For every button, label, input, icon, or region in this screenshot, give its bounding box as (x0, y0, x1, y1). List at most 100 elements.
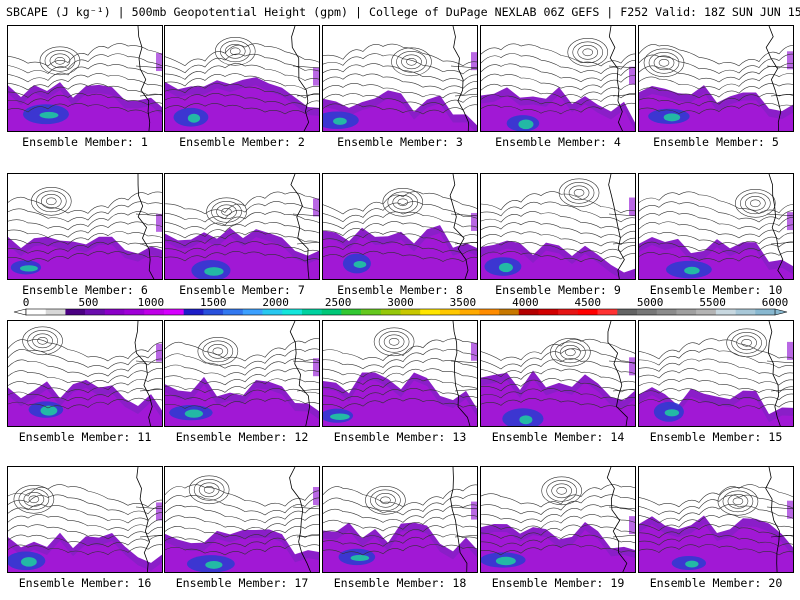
height-contour (481, 211, 635, 231)
colorbar-tick-label: 1500 (200, 297, 227, 309)
coastline (608, 26, 623, 131)
height-contour (8, 534, 162, 548)
land-cape (156, 53, 162, 72)
colorbar-swatch (262, 309, 283, 315)
map-canvas (8, 321, 162, 426)
height-contour (639, 44, 793, 67)
ensemble-map-16 (7, 466, 163, 573)
map-canvas (165, 26, 319, 131)
height-contour (639, 93, 793, 107)
land-cape (787, 500, 793, 519)
height-contour (8, 358, 162, 377)
borders (135, 360, 162, 392)
ensemble-map-7 (164, 173, 320, 280)
coastline (290, 174, 310, 279)
height-contour (481, 534, 635, 548)
height-contour (165, 348, 319, 369)
low-contour (401, 54, 422, 70)
land-cape (471, 501, 477, 520)
land-cape (313, 198, 319, 217)
colorbar-swatch (735, 309, 756, 315)
ensemble-map-14 (480, 320, 636, 427)
low-contour (380, 496, 391, 505)
colorbar-tick-label: 3000 (387, 297, 414, 309)
low-contour (54, 56, 66, 65)
borders (450, 213, 477, 245)
height-contour (8, 524, 162, 540)
ensemble-member-label: Ensemble Member: 18 (333, 576, 467, 590)
cape-peak (685, 560, 699, 568)
land-cape (471, 342, 477, 361)
height-contour (323, 368, 477, 385)
low-contour (750, 199, 761, 208)
height-contour (165, 397, 319, 410)
low-contour (365, 485, 406, 515)
height-contour (639, 201, 793, 223)
height-contour (8, 211, 162, 231)
coastline (765, 26, 782, 131)
cape-shading-strong (323, 380, 477, 426)
map-canvas (165, 467, 319, 572)
coastline (607, 321, 628, 426)
low-contour (202, 340, 234, 363)
height-contour (8, 231, 162, 247)
land-cape (629, 197, 635, 216)
borders (135, 213, 162, 245)
colorbar-swatch (242, 309, 263, 315)
height-contour (481, 484, 635, 508)
low-contour (541, 476, 582, 506)
borders (135, 506, 162, 538)
low-contour (18, 488, 50, 511)
height-contour (323, 231, 477, 247)
colorbar-swatch (124, 309, 145, 315)
ensemble-map-2 (164, 25, 320, 132)
ensemble-map-3 (322, 25, 478, 132)
low-contour (207, 343, 229, 359)
height-contour (165, 191, 319, 215)
colorbar-tick-label: 4500 (575, 297, 602, 309)
low-contour (40, 193, 62, 209)
colorbar-tick-label: 500 (78, 297, 98, 309)
height-contour (323, 378, 477, 394)
height-contour (639, 378, 793, 393)
ensemble-member-label: Ensemble Member: 4 (495, 135, 621, 149)
ensemble-member-label: Ensemble Member: 6 (22, 283, 148, 297)
ensemble-member-label: Ensemble Member: 10 (649, 283, 783, 297)
low-contour (378, 330, 410, 353)
low-contour (375, 492, 396, 508)
coastline (765, 467, 780, 572)
ensemble-member-label: Ensemble Member: 20 (649, 576, 783, 590)
low-contour (224, 43, 246, 59)
height-contour (323, 338, 477, 361)
height-contour (323, 504, 477, 523)
ensemble-member-label: Ensemble Member: 7 (179, 283, 305, 297)
height-contour (323, 524, 477, 540)
low-contour (741, 338, 752, 347)
land-cape (787, 212, 793, 231)
cape-peak (350, 554, 370, 562)
colorbar-swatch (715, 309, 736, 315)
cape-peak (664, 409, 680, 417)
colorbar-swatch (104, 309, 125, 315)
map-canvas (481, 467, 635, 572)
ensemble-map-20 (638, 466, 794, 573)
land-cape (156, 502, 162, 521)
low-contour (382, 187, 424, 217)
height-contour (165, 250, 319, 262)
height-contour (323, 398, 477, 409)
map-canvas (165, 174, 319, 279)
borders (608, 213, 635, 245)
colorbar-swatch (321, 309, 342, 315)
low-contour (391, 47, 432, 77)
height-contour (481, 543, 635, 556)
low-contour (717, 486, 759, 516)
ensemble-member-label: Ensemble Member: 13 (333, 430, 467, 444)
height-contour (481, 63, 635, 83)
colorbar-swatch (361, 309, 382, 315)
low-contour (731, 331, 762, 354)
map-canvas (481, 26, 635, 131)
coastline (449, 174, 469, 279)
cape-peak (518, 119, 534, 130)
height-contour (165, 83, 319, 99)
map-canvas (8, 26, 162, 131)
